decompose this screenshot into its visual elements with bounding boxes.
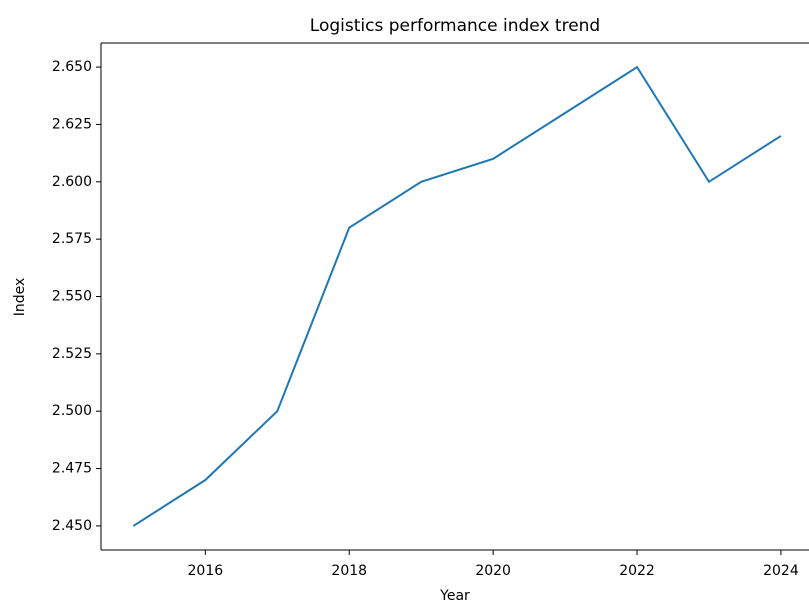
y-tick-label: 2.500 — [52, 403, 92, 419]
x-tick-label: 2018 — [331, 563, 367, 579]
y-tick-label: 2.625 — [52, 116, 92, 132]
x-tick-label: 2020 — [475, 563, 511, 579]
x-tick-label: 2022 — [619, 563, 655, 579]
x-tick-label: 2016 — [188, 563, 224, 579]
x-axis-label: Year — [439, 588, 470, 603]
y-tick-label: 2.550 — [52, 289, 92, 305]
y-axis-label: Index — [12, 278, 28, 317]
y-tick-label: 2.600 — [52, 174, 92, 190]
chart-title: Logistics performance index trend — [310, 16, 600, 36]
line-series — [132, 65, 782, 527]
x-tick-label: 2024 — [763, 563, 799, 579]
y-tick-label: 2.475 — [52, 461, 92, 477]
y-tick-label: 2.650 — [52, 59, 92, 75]
y-tick-label: 2.525 — [52, 346, 92, 362]
y-tick-label: 2.450 — [52, 518, 92, 534]
y-tick-label: 2.575 — [52, 231, 92, 247]
